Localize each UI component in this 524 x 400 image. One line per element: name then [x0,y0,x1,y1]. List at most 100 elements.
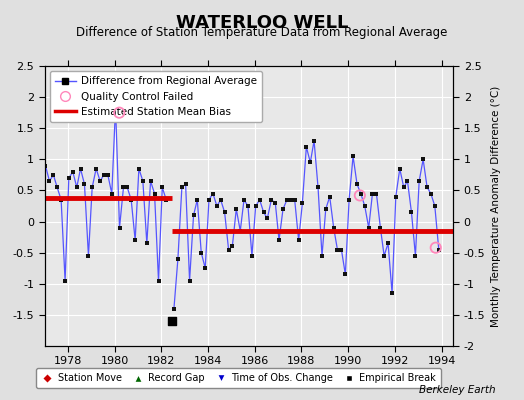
Point [107,190,116,197]
Point [244,203,252,209]
Point [213,203,221,209]
Point [127,196,135,203]
Point [267,196,276,203]
Point [193,196,201,203]
Point [96,178,104,184]
Point [419,156,428,162]
Point [279,206,287,212]
Point [252,203,260,209]
Point [53,184,61,190]
Point [49,172,58,178]
Point [170,306,178,312]
Point [216,196,225,203]
Point [283,196,291,203]
Text: Difference of Station Temperature Data from Regional Average: Difference of Station Temperature Data f… [77,26,447,39]
Point [376,224,385,231]
Legend: Station Move, Record Gap, Time of Obs. Change, Empirical Break: Station Move, Record Gap, Time of Obs. C… [36,368,441,388]
Point [423,184,431,190]
Point [123,184,132,190]
Point [434,246,443,253]
Text: Berkeley Earth: Berkeley Earth [419,385,495,395]
Point [368,190,377,197]
Point [143,240,151,246]
Point [189,212,198,218]
Point [353,181,361,188]
Point [302,144,311,150]
Point [80,181,89,188]
Point [57,196,66,203]
Point [427,190,435,197]
Point [294,237,303,244]
Point [115,110,124,116]
Point [318,252,326,259]
Point [411,252,420,259]
Point [146,178,155,184]
Point [209,190,217,197]
Point [104,172,112,178]
Point [221,209,229,216]
Point [174,256,182,262]
Point [314,184,322,190]
Point [111,103,119,110]
Point [77,166,85,172]
Point [356,190,365,197]
Point [135,166,143,172]
Point [306,159,314,166]
Point [115,224,124,231]
Point [384,240,392,246]
Point [310,138,318,144]
Point [415,178,423,184]
Point [73,184,81,190]
Point [361,203,369,209]
Point [240,196,248,203]
Point [337,246,346,253]
Point [263,215,271,222]
Point [162,196,170,203]
Point [322,206,330,212]
Point [325,194,334,200]
Point [403,178,412,184]
Point [407,209,416,216]
Point [131,237,139,244]
Point [158,184,167,190]
Point [88,184,96,190]
Point [396,166,404,172]
Point [64,175,73,181]
Point [356,192,364,199]
Point [45,178,53,184]
Text: WATERLOO WELL: WATERLOO WELL [176,14,348,32]
Point [224,246,233,253]
Point [100,172,108,178]
Point [287,196,295,203]
Point [139,178,147,184]
Point [185,278,194,284]
Point [290,196,299,203]
Point [275,237,283,244]
Point [259,209,268,216]
Point [84,252,93,259]
Point [61,278,69,284]
Point [391,194,400,200]
Point [432,244,440,251]
Point [271,200,279,206]
Point [388,290,396,296]
Point [69,168,77,175]
Point [256,196,264,203]
Point [345,196,353,203]
Point [232,206,241,212]
Point [197,250,205,256]
Point [236,228,245,234]
Point [330,224,338,231]
Point [119,184,128,190]
Y-axis label: Monthly Temperature Anomaly Difference (°C): Monthly Temperature Anomaly Difference (… [491,85,501,327]
Point [298,200,307,206]
Point [41,162,50,169]
Point [333,246,342,253]
Point [150,190,159,197]
Point [181,181,190,188]
Legend: Difference from Regional Average, Quality Control Failed, Estimated Station Mean: Difference from Regional Average, Qualit… [50,71,262,122]
Point [178,184,186,190]
Point [431,203,439,209]
Point [201,265,210,272]
Point [380,252,388,259]
